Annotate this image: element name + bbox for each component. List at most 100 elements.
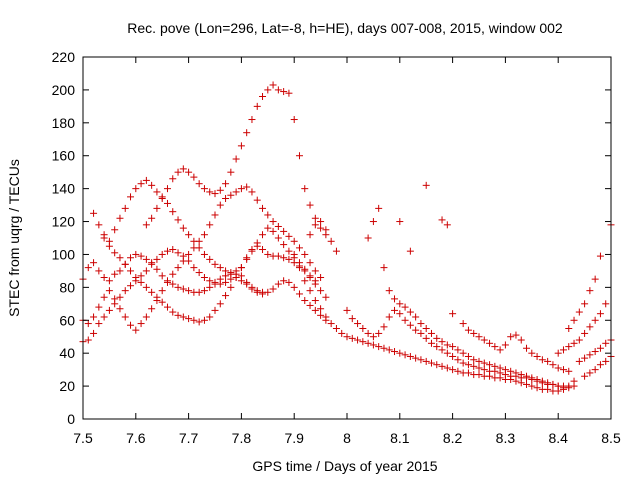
data-point [475,364,483,372]
x-tick-label: 7.6 [126,430,146,446]
chart-title: Rec. pove (Lon=296, Lat=-8, h=HE), days … [127,20,563,36]
data-point [364,234,372,242]
data-point [375,204,383,212]
data-point [116,254,124,262]
data-point [237,277,245,285]
data-point [259,231,267,239]
data-point [232,155,240,163]
data-point [216,280,224,288]
data-point [512,369,520,377]
data-point [111,270,119,278]
data-point [274,280,282,288]
data-point [306,272,314,280]
data-point [528,382,536,390]
data-point [185,287,193,295]
data-point [222,267,230,275]
data-point [348,315,356,323]
data-point [95,267,103,275]
data-point [317,287,325,295]
data-point [227,191,235,199]
data-point [486,361,494,369]
data-point [169,175,177,183]
data-point [464,352,472,360]
data-point [464,326,472,334]
data-point [523,380,531,388]
data-point [359,338,367,346]
data-point [259,246,267,254]
data-point [90,329,98,337]
data-point [253,102,261,110]
data-point [185,168,193,176]
data-point [581,329,589,337]
data-point [295,244,303,252]
data-point [290,116,298,124]
data-point [380,323,388,331]
data-point [570,339,578,347]
data-point [158,193,166,201]
data-point [195,269,203,277]
data-point [401,316,409,324]
data-point [332,325,340,332]
x-tick-label: 8.2 [443,430,463,446]
data-point [538,356,546,364]
data-point [111,226,119,234]
data-point [153,204,161,212]
y-axis-ticks: 0 20 40 60 80 100 120 140 160 180 200 220 [52,49,611,427]
y-tick-label: 100 [52,246,76,262]
data-point [274,252,282,260]
data-point [127,267,135,275]
data-point [491,362,499,370]
data-point [185,250,193,258]
data-point [248,246,256,254]
data-point [190,264,198,272]
data-point [427,339,435,347]
y-tick-label: 60 [59,312,75,328]
data-point [142,267,150,275]
data-point [565,384,573,392]
data-point [100,293,108,301]
data-point [586,323,594,331]
data-point [443,364,451,372]
data-point [142,283,150,291]
data-point [179,165,187,173]
data-point [433,343,441,351]
y-tick-label: 40 [59,345,75,361]
data-point [190,237,198,245]
data-point [148,260,156,268]
data-point [491,343,499,351]
data-point [470,362,478,370]
data-point [222,180,230,188]
data-point [269,285,277,293]
data-point [100,231,108,239]
data-point [190,173,198,181]
data-point [401,303,409,311]
data-point [174,264,182,272]
data-point [111,295,119,303]
data-point [211,278,219,286]
data-point [280,227,288,235]
data-point [127,193,135,201]
data-point [274,234,282,242]
data-point [406,321,414,329]
data-point [417,329,425,337]
data-point [549,380,557,388]
data-point [364,329,372,337]
data-point [259,92,267,100]
data-point [200,316,208,324]
data-point [153,265,161,273]
data-point [575,336,583,344]
data-point [121,313,129,321]
data-point [243,183,251,191]
data-point [259,204,267,212]
data-point [169,270,177,278]
data-point [464,361,472,369]
y-tick-label: 20 [59,378,75,394]
data-point [322,293,330,301]
data-point [459,320,467,328]
x-tick-label: 7.8 [232,430,252,446]
data-point [100,313,108,321]
data-point [301,267,309,275]
data-point [586,287,594,295]
data-point [306,287,314,295]
